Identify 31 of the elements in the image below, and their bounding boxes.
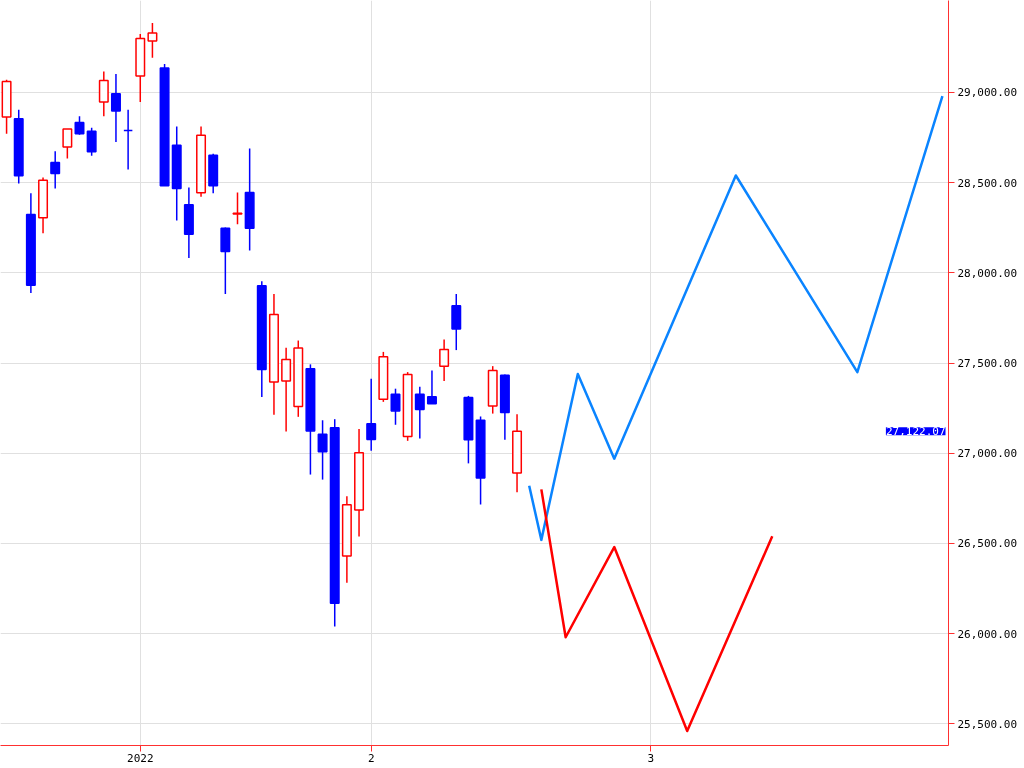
candlestick (414, 385, 425, 440)
candlestick (366, 378, 377, 452)
candlestick (98, 70, 109, 117)
y-tick-label: 29,000.00 (957, 86, 1018, 100)
candlestick (232, 191, 243, 225)
y-tick-label: 28,000.00 (957, 266, 1018, 280)
y-tick-label: 25,500.00 (957, 717, 1018, 731)
candlestick (390, 387, 401, 426)
candlestick (439, 338, 450, 382)
x-tick-label: 3 (647, 751, 655, 765)
candlestick (281, 347, 292, 433)
candlestick (110, 73, 121, 143)
y-tick-label: 26,000.00 (957, 627, 1018, 641)
candlestick (317, 419, 328, 481)
y-tick-label: 27,000.00 (957, 447, 1018, 461)
candlestick (426, 369, 437, 405)
candlestick (451, 293, 462, 351)
candlestick (147, 22, 158, 59)
candlestick (50, 150, 61, 190)
x-tick-label: 2022 (127, 751, 154, 765)
candlestick (74, 115, 85, 136)
line-series (540, 488, 774, 733)
candlestick (220, 226, 231, 295)
annotation: 27,122.07 (885, 425, 946, 439)
y-tick-label: 26,500.00 (957, 537, 1018, 551)
y-tick-label: 28,500.00 (957, 176, 1018, 190)
candlestick (86, 126, 97, 157)
y-tick-label: 27,500.00 (957, 357, 1018, 371)
line-series (527, 94, 944, 542)
x-tick-label: 2 (367, 751, 375, 765)
candlestick (62, 128, 73, 160)
